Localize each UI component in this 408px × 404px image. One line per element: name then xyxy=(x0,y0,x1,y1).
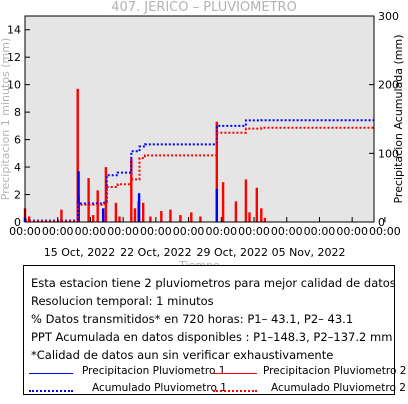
bar-p1-3 xyxy=(137,193,141,222)
y-left-tick-label-4: 8 xyxy=(14,106,21,119)
bar-p2-23 xyxy=(221,182,225,222)
bar-p2-2 xyxy=(60,209,63,222)
bar-p2-13 xyxy=(133,208,137,222)
legend-label-p2-acc: Acumulado Pluviometro 2 xyxy=(271,382,406,394)
bar-p2-12 xyxy=(130,158,133,222)
y-axis-right-title: Precipitacion Acumulada (mm) xyxy=(392,34,405,203)
bar-p2-27 xyxy=(255,187,258,222)
info-line-resolution: Resolucion temporal: 1 minutos xyxy=(31,294,214,308)
legend-label-p1-acc: Acumulado Pluviometro 1 xyxy=(92,382,227,394)
x-date-label-1: 22 Oct, 2022 xyxy=(120,246,192,259)
x-tick-label-2: 00:00 xyxy=(75,225,107,238)
y-left-tick-label-3: 6 xyxy=(14,134,21,147)
bar-p1-2 xyxy=(102,208,105,222)
bar-p2-17 xyxy=(160,211,163,222)
bar-p2-1 xyxy=(27,216,31,222)
x-tick-label-9: 00:00 xyxy=(304,225,336,238)
bar-p2-24 xyxy=(234,201,238,222)
info-line-transmitted: % Datos transmitidos* en 720 horas: P1– … xyxy=(31,312,354,326)
y-left-tick-label-6: 12 xyxy=(7,51,21,64)
y-left-tick-label-1: 2 xyxy=(14,189,21,202)
legend-swatch-p1-rain xyxy=(29,373,73,374)
bar-p2-6 xyxy=(92,215,95,222)
bar-p2-15 xyxy=(142,202,145,222)
x-tick-label-11: 00:00 xyxy=(369,225,401,238)
y-left-tick-label-2: 4 xyxy=(14,161,21,174)
legend-label-p1-rain: Precipitacion Pluviometro 1 xyxy=(82,365,226,377)
y-axis-left-title: Precipitacion 1 minutos (mm) xyxy=(0,38,12,200)
bar-p2-21 xyxy=(199,216,202,222)
y-right-tick-label-3: 300 xyxy=(378,10,399,23)
bar-p1-4 xyxy=(215,189,218,222)
x-tick-label-8: 00:00 xyxy=(271,225,303,238)
x-tick-label-4: 00:00 xyxy=(140,225,172,238)
x-tick-label-7: 00:00 xyxy=(238,225,270,238)
y-left-tick-label-5: 10 xyxy=(7,79,21,92)
plot-area xyxy=(25,16,374,222)
bar-p1-1 xyxy=(77,171,80,222)
bar-p2-29 xyxy=(263,217,267,222)
plot-frame xyxy=(24,15,375,223)
bar-p2-11 xyxy=(118,216,121,222)
y-right-tick-label-2: 200 xyxy=(378,79,399,92)
info-line-quality: *Calidad de datos aun sin verificar exha… xyxy=(31,348,334,362)
bar-p2-7 xyxy=(96,190,99,222)
bar-p2-19 xyxy=(179,215,182,222)
y-left-tick-label-7: 14 xyxy=(7,24,21,37)
bar-p2-22 xyxy=(215,121,218,222)
bar-p2-3 xyxy=(76,88,79,222)
bar-p2-18 xyxy=(169,209,172,222)
acc-line-p2 xyxy=(25,126,374,223)
bars-layer xyxy=(23,88,267,222)
lines-layer xyxy=(25,119,374,223)
chart-title: 407. JERICO – PLUVIOMETRO xyxy=(111,0,297,15)
x-date-label-0: 15 Oct, 2022 xyxy=(44,246,116,259)
bar-p2-16 xyxy=(149,216,152,222)
bar-p2-25 xyxy=(244,179,248,222)
y-right-tick-label-0: 0 xyxy=(378,216,385,229)
y-right-tick-label-1: 100 xyxy=(378,147,399,160)
legend-label-p2-rain: Precipitacion Pluviometro 2 xyxy=(263,365,407,377)
x-tick-label-0: 00:00 xyxy=(9,225,41,238)
x-tick-label-10: 00:00 xyxy=(336,225,368,238)
info-line-accumulated: PPT Acumulada en datos disponibles : P1–… xyxy=(31,330,393,344)
x-date-label-2: 29 Oct, 2022 xyxy=(196,246,268,259)
bar-p2-10 xyxy=(114,202,118,222)
bar-p2-28 xyxy=(260,208,263,222)
info-line-stations: Esta estacion tiene 2 pluviometros para … xyxy=(31,276,396,290)
x-tick-label-5: 00:00 xyxy=(173,225,205,238)
x-tick-label-1: 00:00 xyxy=(42,225,74,238)
bar-p2-5 xyxy=(87,178,90,222)
legend-swatch-p1-acc xyxy=(29,390,73,392)
x-tick-label-3: 00:00 xyxy=(107,225,139,238)
bar-p2-26 xyxy=(248,212,251,222)
x-tick-label-6: 00:00 xyxy=(205,225,237,238)
y-left-tick-label-0: 0 xyxy=(14,216,21,229)
bar-p2-20 xyxy=(190,212,193,222)
legend-swatch-p2-rain xyxy=(213,373,257,374)
x-date-label-3: 05 Nov, 2022 xyxy=(272,246,346,259)
acc-line-p1 xyxy=(25,119,374,222)
info-box: Esta estacion tiene 2 pluviometros para … xyxy=(23,265,406,395)
legend-swatch-p2-acc xyxy=(213,390,257,392)
